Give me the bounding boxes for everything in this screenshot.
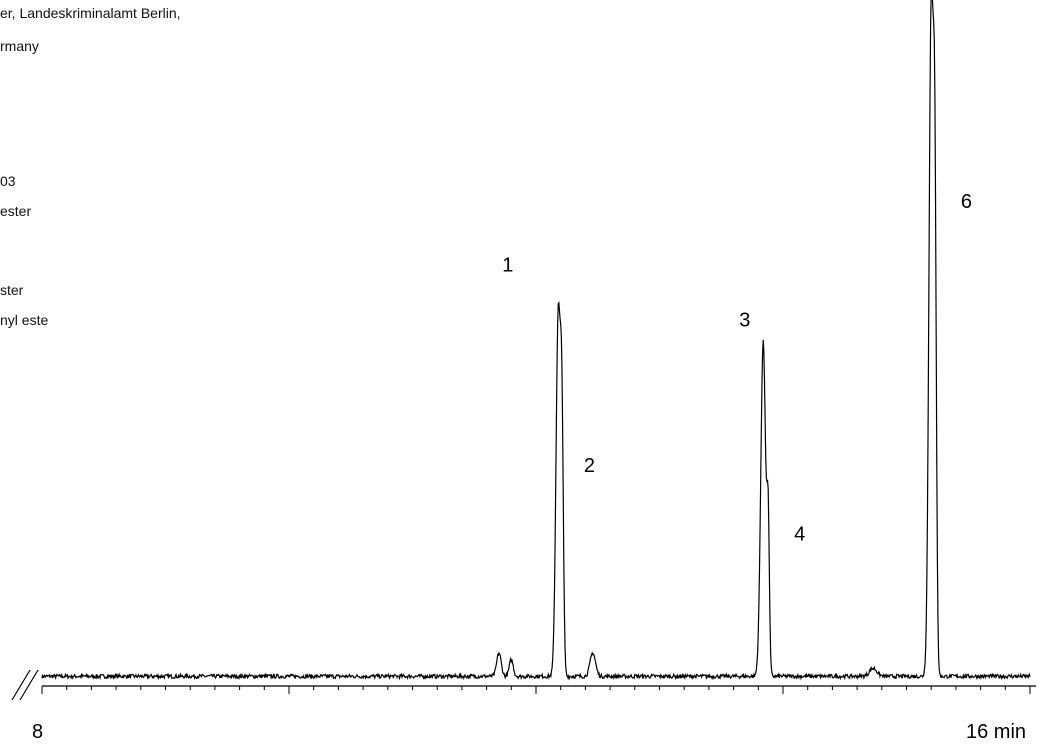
header-note-line-5: ster [0, 282, 24, 298]
x-tick-labels: 8 16 min [32, 721, 1026, 743]
peak-label-3: 3 [739, 310, 750, 332]
header-note-line-2: rmany [0, 38, 39, 54]
peak-label-4: 4 [794, 524, 805, 546]
header-note-line-6: nyl este [0, 312, 49, 328]
axis-break-mark [19, 669, 39, 701]
x-axis [11, 669, 1036, 701]
header-note-line-3: 03 [0, 173, 16, 189]
chromatogram-trace [41, 0, 1031, 681]
axis-break-mark [11, 669, 31, 701]
header-note-line-1: er, Landeskriminalamt Berlin, [0, 5, 181, 21]
header-note-line-4: ester [0, 203, 32, 219]
peak-label-2: 2 [584, 455, 595, 477]
peak-labels: 123456 [502, 191, 972, 546]
peak-label-1: 1 [502, 255, 513, 277]
peak-label-6: 6 [961, 191, 972, 213]
x-tick-label-16: 16 min [966, 721, 1026, 743]
x-tick-label-8: 8 [32, 721, 43, 743]
